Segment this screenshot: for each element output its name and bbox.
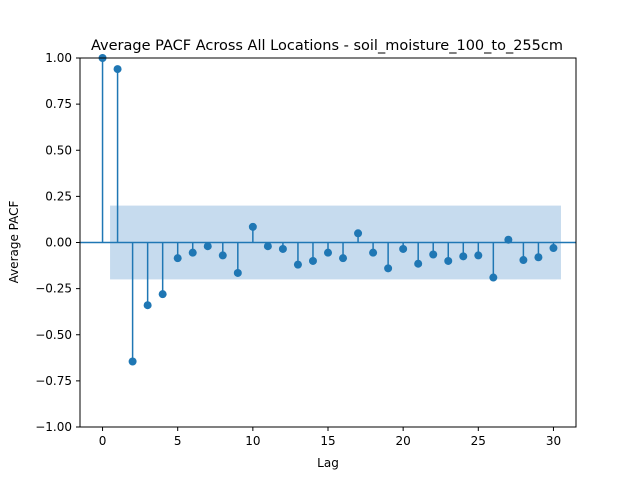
marker-lag-15 [324,248,332,257]
plot-area [80,54,576,366]
marker-lag-10 [248,222,257,231]
marker-lag-9 [233,268,242,277]
y-tick-label: 0.25 [45,189,72,203]
marker-lag-17 [354,229,363,238]
marker-lag-12 [278,244,287,253]
marker-lag-4 [158,290,167,299]
y-tick-label: 0.50 [45,143,72,157]
marker-lag-26 [489,273,498,282]
marker-lag-18 [369,248,378,257]
marker-lag-11 [263,242,272,251]
x-tick-label: 5 [174,434,182,448]
marker-lag-16 [339,254,348,263]
x-tick-label: 25 [471,434,486,448]
x-axis: 0 5 10 15 20 25 30 [99,427,561,448]
marker-lag-7 [203,242,212,251]
y-axis: −1.00 −0.75 −0.50 −0.25 0.00 0.25 0.50 0.75 1.00 [35,51,80,434]
y-tick-label: 1.00 [45,51,72,65]
marker-lag-3 [143,301,152,310]
marker-lag-2 [128,357,137,366]
y-tick-label: 0.00 [45,236,72,250]
y-tick-label: −0.50 [35,328,72,342]
marker-lag-20 [399,244,408,253]
x-tick-label: 30 [546,434,561,448]
marker-lag-14 [308,256,317,265]
x-axis-title: Lag [317,456,339,470]
chart-title: Average PACF Across All Locations - soil… [91,38,563,54]
marker-lag-24 [459,252,468,261]
x-tick-label: 15 [320,434,335,448]
x-tick-label: 10 [245,434,260,448]
marker-lag-25 [474,251,483,260]
y-tick-label: 0.75 [45,97,72,111]
marker-lag-6 [188,248,197,257]
y-tick-label: −1.00 [35,420,72,434]
marker-lag-21 [414,259,423,268]
y-axis-title: Average PACF [7,200,21,283]
marker-lag-29 [534,253,543,262]
marker-lag-1 [113,65,122,74]
marker-lag-30 [549,244,558,253]
x-tick-label: 20 [396,434,411,448]
marker-lag-19 [384,264,393,273]
x-tick-label: 0 [99,434,107,448]
y-tick-label: −0.75 [35,374,72,388]
marker-lag-28 [519,256,528,265]
marker-lag-8 [218,251,227,260]
marker-lag-23 [444,256,453,265]
marker-lag-5 [173,254,182,263]
marker-lag-22 [429,250,438,259]
marker-lag-13 [293,260,302,269]
marker-lag-27 [504,235,513,244]
y-tick-label: −0.25 [35,282,72,296]
